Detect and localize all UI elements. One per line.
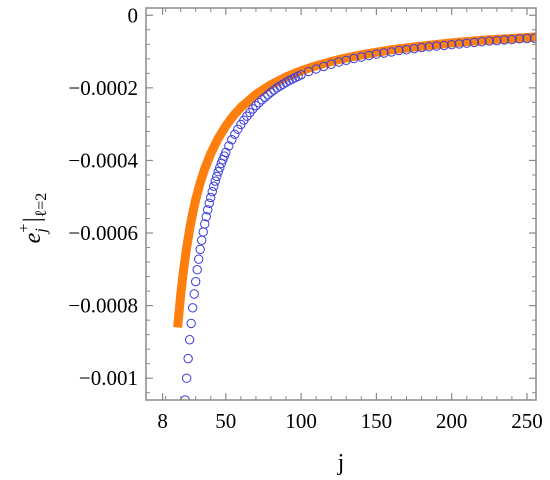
data-point bbox=[192, 265, 202, 275]
data-point bbox=[349, 53, 359, 64]
data-point bbox=[439, 40, 449, 51]
data-point bbox=[213, 167, 223, 177]
data-point bbox=[499, 35, 510, 45]
data-point bbox=[227, 135, 237, 145]
data-point bbox=[484, 36, 495, 46]
data-point bbox=[469, 37, 479, 48]
y-tick-label: −0.0002 bbox=[68, 76, 138, 100]
data-point bbox=[341, 55, 351, 65]
data-point bbox=[257, 95, 267, 105]
data-point bbox=[386, 47, 397, 57]
y-tick-label: −0.0006 bbox=[68, 221, 138, 245]
y-tick-label: −0.001 bbox=[79, 366, 138, 390]
data-point bbox=[514, 34, 525, 44]
x-tick-label: 250 bbox=[511, 409, 543, 433]
data-point bbox=[181, 373, 192, 383]
data-point bbox=[204, 198, 214, 208]
data-point bbox=[251, 100, 261, 111]
data-point bbox=[195, 244, 205, 255]
data-point bbox=[201, 212, 211, 222]
y-axis-title-superscript: + bbox=[16, 224, 33, 233]
data-point bbox=[248, 104, 258, 114]
data-point bbox=[209, 181, 219, 191]
data-point bbox=[492, 35, 502, 46]
data-point bbox=[454, 39, 464, 49]
data-point bbox=[507, 34, 517, 45]
data-point bbox=[446, 39, 457, 50]
data-point bbox=[207, 186, 217, 197]
data-point bbox=[401, 45, 412, 55]
x-tick-label: 8 bbox=[157, 409, 168, 433]
data-point bbox=[281, 77, 291, 88]
data-point bbox=[379, 48, 389, 58]
data-point bbox=[189, 289, 199, 299]
data-point bbox=[431, 41, 442, 51]
series-layer bbox=[173, 32, 536, 400]
data-point bbox=[212, 171, 222, 182]
data-point bbox=[221, 147, 231, 158]
data-point bbox=[186, 318, 196, 329]
data-point bbox=[254, 98, 264, 108]
y-axis-title: e+j |ℓ=2 bbox=[16, 193, 50, 244]
y-tick-label: 0 bbox=[128, 3, 139, 27]
data-point bbox=[203, 205, 213, 215]
y-axis-title-base: e bbox=[20, 232, 46, 243]
data-point bbox=[394, 45, 404, 56]
x-axis-title: j bbox=[337, 450, 345, 476]
data-point bbox=[356, 52, 367, 62]
data-point bbox=[200, 219, 210, 229]
y-axis-title-bar: | bbox=[20, 217, 46, 222]
data-point bbox=[522, 33, 532, 44]
data-point bbox=[371, 49, 382, 59]
data-point bbox=[409, 43, 419, 54]
series-line-1 bbox=[173, 32, 536, 328]
data-point bbox=[224, 141, 234, 151]
x-tick-label: 200 bbox=[436, 409, 468, 433]
data-point bbox=[183, 353, 193, 364]
data-point bbox=[334, 57, 344, 67]
data-point bbox=[477, 37, 487, 47]
x-tick-label: 50 bbox=[215, 409, 236, 433]
y-axis-title-subscript: j bbox=[33, 228, 50, 235]
data-point bbox=[194, 254, 204, 264]
data-point bbox=[263, 90, 273, 100]
data-point bbox=[190, 276, 201, 287]
data-point bbox=[184, 335, 195, 345]
data-point bbox=[266, 87, 276, 97]
data-point bbox=[529, 33, 536, 43]
data-point bbox=[230, 129, 240, 140]
data-point bbox=[210, 176, 220, 186]
data-point bbox=[462, 38, 472, 48]
data-point bbox=[260, 92, 270, 102]
y-axis-title-eval-subscript: ℓ=2 bbox=[33, 193, 50, 218]
data-point bbox=[424, 42, 434, 52]
y-tick-label: −0.0004 bbox=[68, 148, 138, 172]
data-point bbox=[416, 42, 427, 53]
data-point bbox=[364, 50, 374, 61]
data-point bbox=[233, 124, 243, 134]
data-point bbox=[206, 192, 216, 203]
data-point bbox=[215, 163, 225, 173]
y-tick-label: −0.0008 bbox=[68, 294, 138, 318]
x-tick-label: 150 bbox=[361, 409, 393, 433]
data-point bbox=[187, 303, 198, 313]
tick-layer: 8 50 100 150 200 250 0 −0.0002 −0.0004 −0.0006 −0.… bbox=[68, 3, 542, 433]
x-tick-label: 100 bbox=[285, 409, 317, 433]
